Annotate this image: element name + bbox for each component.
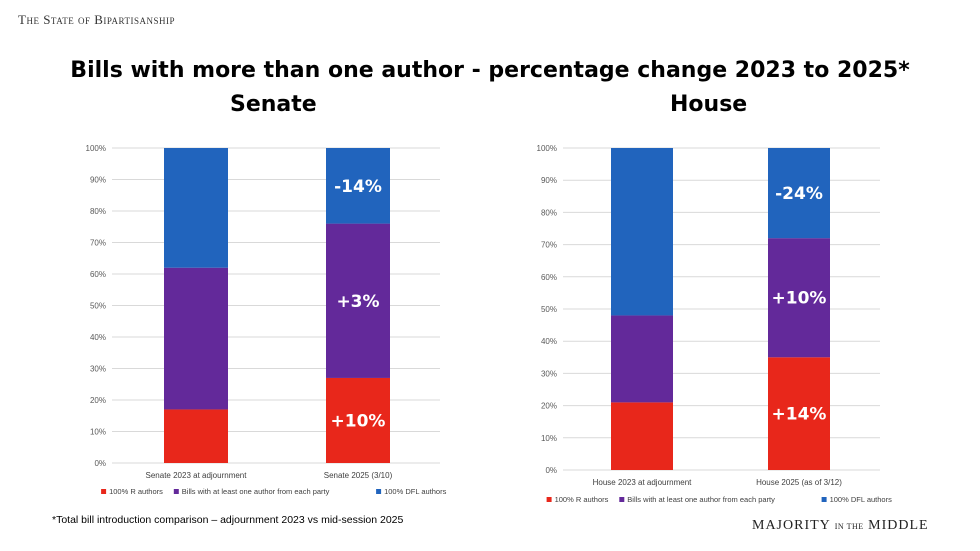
bar-segment	[768, 238, 830, 358]
y-tick-label: 40%	[541, 337, 557, 346]
y-tick-label: 60%	[541, 273, 557, 282]
y-tick-label: 0%	[94, 459, 106, 468]
legend-label: Bills with at least one author from each…	[182, 487, 330, 496]
y-tick-label: 20%	[541, 402, 557, 411]
data-label: -24%	[775, 184, 823, 204]
bar-segment	[164, 267, 228, 410]
footnote: *Total bill introduction comparison – ad…	[52, 514, 404, 526]
house-chart-title: House	[670, 92, 748, 117]
category-label: Senate 2023 at adjournment	[146, 471, 248, 480]
bar-segment	[611, 148, 673, 316]
category-label: House 2023 at adjournment	[593, 478, 693, 487]
y-tick-label: 0%	[545, 466, 557, 475]
header-tag: The State of Bipartisanship	[18, 12, 176, 27]
y-tick-label: 30%	[541, 369, 557, 378]
legend-label: 100% R authors	[555, 495, 609, 504]
senate-chart-title: Senate	[230, 92, 317, 117]
brand-main-1: MAJORITY	[752, 518, 831, 533]
y-tick-label: 20%	[90, 396, 106, 405]
y-tick-label: 40%	[90, 333, 106, 342]
y-tick-label: 70%	[541, 241, 557, 250]
legend-swatch	[619, 497, 625, 502]
legend-swatch	[101, 489, 107, 494]
data-label: +10%	[772, 289, 827, 309]
data-label: +3%	[336, 292, 379, 312]
y-tick-label: 100%	[537, 144, 557, 153]
legend-label: Bills with at least one author from each…	[627, 495, 775, 504]
data-label: -14%	[334, 177, 382, 197]
bar-segment	[326, 223, 390, 378]
y-tick-label: 80%	[541, 208, 557, 217]
y-tick-label: 80%	[90, 207, 106, 216]
senate-chart: 0% 10% 20% 30% 40% 50% 60% 70% 80% 90% 100% Senate …	[86, 144, 447, 496]
brand-small: IN THE	[834, 522, 864, 531]
legend-label: 100% DFL authors	[830, 495, 893, 504]
legend-swatch	[376, 489, 382, 494]
legend-swatch	[173, 489, 179, 494]
brand-logo: MAJORITY IN THE MIDDLE	[752, 518, 929, 534]
data-label: +14%	[772, 405, 827, 425]
main-title: Bills with more than one author - percen…	[70, 58, 910, 83]
category-label: House 2025 (as of 3/12)	[756, 478, 842, 487]
legend-label: 100% DFL authors	[384, 487, 447, 496]
legend-label: 100% R authors	[109, 487, 163, 496]
bar-segment	[768, 357, 830, 470]
y-tick-label: 90%	[90, 176, 106, 185]
y-tick-label: 60%	[90, 270, 106, 279]
bar-segment	[611, 315, 673, 403]
y-tick-label: 30%	[90, 365, 106, 374]
y-tick-label: 50%	[541, 305, 557, 314]
data-label: +10%	[331, 411, 386, 431]
category-label: Senate 2025 (3/10)	[324, 471, 393, 480]
bar-segment	[326, 377, 390, 463]
legend-swatch	[546, 497, 552, 502]
y-tick-label: 100%	[86, 144, 106, 153]
y-tick-label: 70%	[90, 239, 106, 248]
y-tick-label: 10%	[541, 434, 557, 443]
legend-swatch	[821, 497, 827, 502]
brand-main-2: MIDDLE	[868, 518, 929, 533]
y-tick-label: 50%	[90, 302, 106, 311]
bar-segment	[326, 148, 390, 224]
y-tick-label: 90%	[541, 176, 557, 185]
y-tick-label: 10%	[90, 428, 106, 437]
bar-segment	[164, 409, 228, 463]
bar-segment	[768, 148, 830, 239]
bar-segment	[611, 402, 673, 470]
bar-segment	[164, 148, 228, 268]
house-chart: 0% 10% 20% 30% 40% 50% 60% 70% 80% 90% 100% House 2…	[537, 144, 893, 504]
